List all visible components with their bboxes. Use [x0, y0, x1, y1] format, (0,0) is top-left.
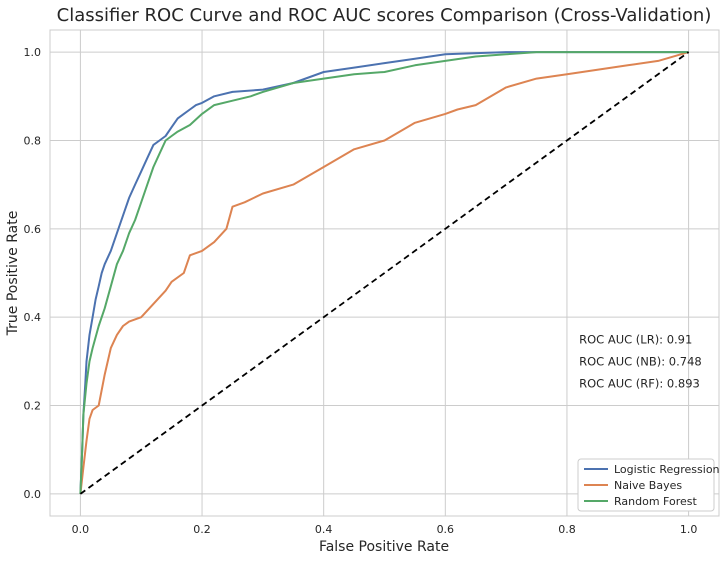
- chart-title: Classifier ROC Curve and ROC AUC scores …: [57, 5, 712, 26]
- legend-label-random-forest: Random Forest: [614, 495, 697, 508]
- x-tick-label: 0.2: [193, 523, 211, 536]
- auc-annotation: ROC AUC (NB): 0.748: [579, 354, 702, 368]
- x-tick-label: 0.6: [437, 523, 455, 536]
- x-axis-label: False Positive Rate: [319, 539, 449, 555]
- y-tick-label: 0.0: [24, 488, 42, 501]
- auc-annotations: ROC AUC (LR): 0.91 ROC AUC (NB): 0.748 ROC…: [579, 332, 702, 390]
- y-tick-label: 1.0: [24, 46, 42, 59]
- y-tick-label: 0.4: [24, 311, 42, 324]
- legend-box: [577, 458, 715, 512]
- legend: Logistic Regression Naive Bayes Random F…: [577, 458, 720, 512]
- y-axis-label: True Positive Rate: [5, 211, 21, 337]
- auc-annotation: ROC AUC (RF): 0.893: [579, 376, 700, 390]
- x-tick-label: 0.8: [558, 523, 576, 536]
- x-tick-label: 1.0: [680, 523, 698, 536]
- series-line-naive-bayes: [79, 51, 689, 495]
- y-tick-label: 0.8: [24, 134, 42, 147]
- series-line-random-forest: [79, 51, 689, 494]
- y-tick-label: 0.2: [24, 400, 42, 413]
- auc-annotation: ROC AUC (LR): 0.91: [579, 332, 692, 346]
- y-tick-label: 0.6: [24, 223, 42, 236]
- y-tick-labels: 0.0 0.2 0.4 0.6 0.8 1.0: [24, 46, 42, 501]
- legend-label-logistic-regression: Logistic Regression: [614, 463, 720, 476]
- series-line-logistic-regression: [79, 51, 689, 494]
- x-tick-label: 0.4: [315, 523, 333, 536]
- x-gridlines: [79, 30, 690, 516]
- x-tick-label: 0.0: [72, 523, 90, 536]
- chance-diagonal-line: [79, 51, 690, 495]
- legend-label-naive-bayes: Naive Bayes: [614, 479, 682, 492]
- x-tick-labels: 0.0 0.2 0.4 0.6 0.8 1.0: [72, 523, 698, 536]
- series-lines: [79, 51, 690, 495]
